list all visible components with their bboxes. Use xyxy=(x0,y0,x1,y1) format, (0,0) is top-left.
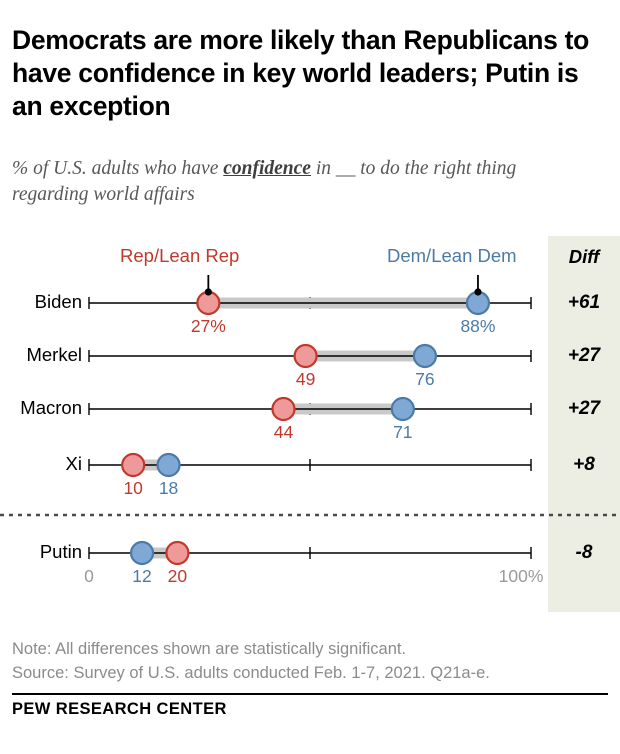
connector-bar xyxy=(305,350,425,362)
legend-label-republican: Rep/Lean Rep xyxy=(120,245,240,266)
footer-source: Source: Survey of U.S. adults conducted … xyxy=(12,664,490,682)
value-democrat-biden: 88% xyxy=(460,316,496,336)
row-label-macron: Macron xyxy=(20,397,82,418)
dot-democrat-merkel[interactable] xyxy=(412,343,438,369)
value-democrat-merkel: 76 xyxy=(415,369,435,389)
legend-connector-democrat-knob xyxy=(474,288,482,296)
row-label-merkel: Merkel xyxy=(26,344,82,365)
plot-row-macron xyxy=(88,396,532,422)
subtitle-after: in __ to do the right thing regarding wo… xyxy=(12,158,517,205)
axis-label-max: 100% xyxy=(498,566,544,586)
connector-bar xyxy=(283,403,403,415)
dot-republican-merkel[interactable] xyxy=(293,343,318,369)
value-republican-xi: 10 xyxy=(123,478,143,498)
legend-label-democrat: Dem/Lean Dem xyxy=(387,245,517,266)
value-republican-putin: 20 xyxy=(167,566,188,586)
diff-value-xi: +8 xyxy=(573,454,595,475)
plot-row-putin xyxy=(88,540,532,566)
row-label-biden: Biden xyxy=(34,291,82,312)
value-republican-biden: 27% xyxy=(190,316,226,336)
diff-column-header: Diff xyxy=(568,246,600,267)
connector-bar xyxy=(133,459,169,471)
footer-brand: PEW RESEARCH CENTER xyxy=(12,700,227,718)
diff-value-putin: -8 xyxy=(575,542,593,563)
dot-republican-macron[interactable] xyxy=(271,396,296,422)
diff-value-macron: +27 xyxy=(567,398,601,419)
diff-value-biden: +61 xyxy=(567,292,601,313)
plot-row-merkel xyxy=(88,343,532,369)
plot-row-xi xyxy=(88,452,532,478)
diff-column-background xyxy=(548,236,620,612)
value-democrat-xi: 18 xyxy=(158,478,179,498)
dot-republican-biden[interactable] xyxy=(196,290,221,316)
chart-subtitle: % of U.S. adults who have confidence in … xyxy=(12,156,592,208)
row-label-putin: Putin xyxy=(39,541,82,562)
dot-democrat-biden[interactable] xyxy=(465,290,491,316)
subtitle-emphasis: confidence xyxy=(223,158,311,179)
connector-bar xyxy=(142,547,178,559)
value-democrat-macron: 71 xyxy=(393,422,413,442)
footer-divider xyxy=(12,693,608,695)
footer-note: Note: All differences shown are statisti… xyxy=(12,640,407,658)
diff-value-merkel: +27 xyxy=(567,345,601,366)
chart-title: Democrats are more likely than Republica… xyxy=(12,25,590,121)
axis-label-min: 0 xyxy=(84,566,94,586)
value-republican-macron: 44 xyxy=(273,422,294,442)
dot-democrat-putin[interactable] xyxy=(129,540,155,566)
dot-democrat-xi[interactable] xyxy=(156,452,181,478)
connector-bar xyxy=(208,297,478,309)
value-republican-merkel: 49 xyxy=(295,369,316,389)
subtitle-before: % of U.S. adults who have xyxy=(12,158,224,179)
dot-democrat-macron[interactable] xyxy=(390,396,415,422)
dot-republican-xi[interactable] xyxy=(121,452,146,478)
row-label-xi: Xi xyxy=(65,453,82,474)
value-democrat-putin: 12 xyxy=(132,566,152,586)
plot-row-biden xyxy=(88,275,532,316)
legend-connector-republican-knob xyxy=(204,288,212,296)
dot-republican-putin[interactable] xyxy=(165,540,190,566)
